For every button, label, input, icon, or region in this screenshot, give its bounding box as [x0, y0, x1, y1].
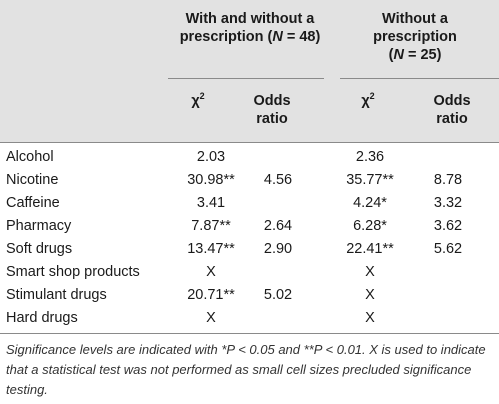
chi-header-1: χ2	[191, 91, 205, 109]
group2-header: Without a prescription (N = 25)	[340, 10, 490, 64]
cell-chi1: 13.47**	[187, 241, 235, 257]
chi-header-2: χ2	[361, 91, 375, 109]
group1-header-line2: prescription (N = 48)	[179, 29, 321, 45]
odds-header-1: Odds ratio	[253, 93, 291, 127]
cell-chi2: X	[365, 287, 375, 303]
cell-chi1: 30.98**	[187, 172, 235, 188]
cell-or2: 5.62	[433, 241, 463, 257]
group1-header-line1: With and without a	[185, 11, 315, 27]
cell-chi1: 7.87**	[191, 218, 231, 234]
row-label: Stimulant drugs	[6, 287, 107, 303]
row-label: Nicotine	[6, 172, 59, 188]
group2-header-line1: Without a	[382, 11, 448, 27]
cell-chi1: X	[206, 310, 216, 326]
row-label: Alcohol	[6, 149, 54, 165]
cell-or1: 4.56	[263, 172, 293, 188]
odds-header-2: Odds ratio	[433, 93, 471, 127]
cell-or2: 3.62	[433, 218, 463, 234]
cell-chi2: X	[365, 310, 375, 326]
cell-or2: 8.78	[433, 172, 463, 188]
header-rule	[0, 142, 499, 143]
footnote: Significance levels are indicated with *…	[6, 342, 486, 397]
group2-header-line2: prescription	[373, 29, 457, 45]
row-label: Hard drugs	[6, 310, 78, 326]
cell-chi2: 22.41**	[346, 241, 394, 257]
cell-chi2: 6.28*	[353, 218, 387, 234]
group2-underline	[340, 78, 499, 79]
cell-chi2: 4.24*	[353, 195, 387, 211]
group2-header-line3: (N = 25)	[388, 47, 442, 63]
group1-underline	[168, 78, 324, 79]
cell-chi1: X	[206, 264, 216, 280]
cell-or2: 3.32	[433, 195, 463, 211]
cell-chi2: X	[365, 264, 375, 280]
cell-chi2: 35.77**	[346, 172, 394, 188]
group1-header: With and without a prescription (N = 48)	[150, 10, 350, 46]
cell-or1: 2.90	[263, 241, 293, 257]
row-label: Smart shop products	[6, 264, 140, 280]
cell-or1: 5.02	[263, 287, 293, 303]
row-label: Caffeine	[6, 195, 60, 211]
cell-chi1: 2.03	[196, 149, 226, 165]
bottom-rule	[0, 333, 499, 334]
cell-chi1: 3.41	[196, 195, 226, 211]
header-background	[0, 0, 499, 142]
cell-chi1: 20.71**	[187, 287, 235, 303]
cell-or1: 2.64	[263, 218, 293, 234]
row-label: Pharmacy	[6, 218, 72, 234]
cell-chi2: 2.36	[355, 149, 385, 165]
row-label: Soft drugs	[6, 241, 73, 257]
